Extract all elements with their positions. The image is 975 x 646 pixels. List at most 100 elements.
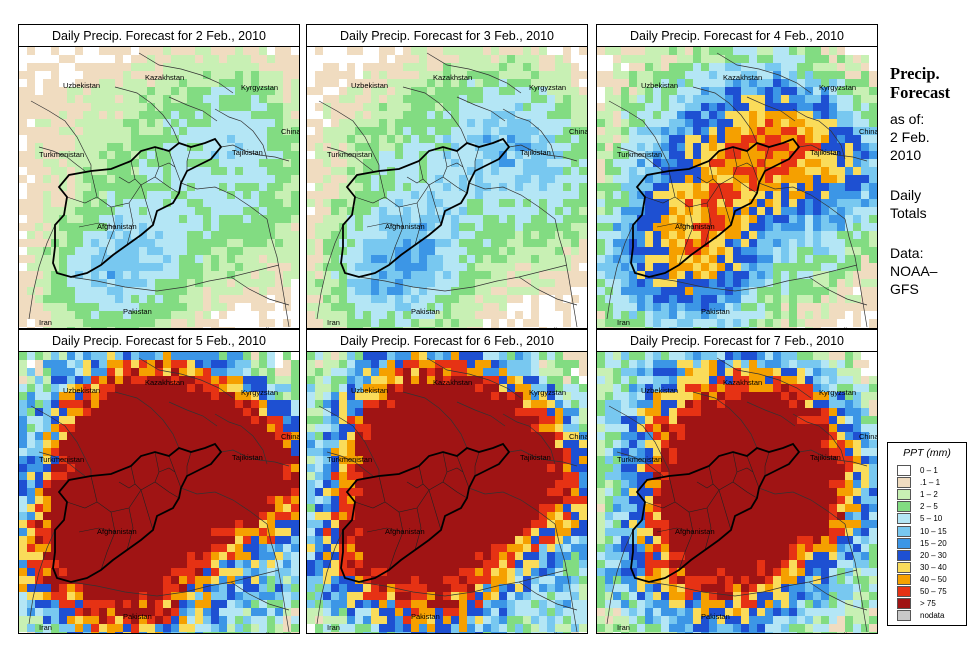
precip-cell (99, 440, 107, 448)
precip-cell (677, 239, 685, 247)
precip-cell (789, 55, 797, 63)
precip-cell (195, 544, 203, 552)
precip-cell (805, 263, 813, 271)
precip-cell (219, 616, 227, 624)
precip-cell (155, 263, 163, 271)
precip-cell (605, 143, 613, 151)
precip-cell (267, 303, 275, 311)
precip-cell (435, 271, 443, 279)
precip-cell (347, 287, 355, 295)
precip-cell (19, 504, 27, 512)
precip-cell (43, 167, 51, 175)
precip-cell (43, 135, 51, 143)
country-border (266, 218, 290, 328)
precip-cell (35, 287, 43, 295)
precip-cell (339, 167, 347, 175)
precip-cell (291, 271, 299, 279)
precip-cell (163, 175, 171, 183)
precip-cell (27, 271, 35, 279)
precip-cell (765, 263, 773, 271)
precip-cell (805, 271, 813, 279)
precip-cell (339, 159, 347, 167)
precip-cell (693, 287, 701, 295)
precip-cell (227, 183, 235, 191)
precip-cell (259, 55, 267, 63)
precip-cell (83, 247, 91, 255)
precip-cell (147, 504, 155, 512)
precip-cell (669, 159, 677, 167)
precip-cell (227, 440, 235, 448)
precip-cell (821, 255, 829, 263)
precip-cell (219, 440, 227, 448)
precip-cell (259, 231, 267, 239)
precip-cell (685, 119, 693, 127)
precip-cell (563, 71, 571, 79)
precip-cell (579, 183, 587, 191)
precip-cell (131, 167, 139, 175)
precip-cell (211, 87, 219, 95)
precip-cell (275, 536, 283, 544)
precip-cell (115, 319, 123, 327)
precip-cell (115, 568, 123, 576)
precip-cell (235, 159, 243, 167)
precip-cell (123, 352, 131, 360)
precip-cell (251, 408, 259, 416)
precip-cell (259, 111, 267, 119)
precip-cell (571, 199, 579, 207)
precip-cell (379, 319, 387, 327)
precip-cell (733, 111, 741, 119)
precip-cell (19, 472, 27, 480)
precip-cell (741, 175, 749, 183)
precip-cell (51, 311, 59, 319)
precip-cell (661, 239, 669, 247)
precip-cell (211, 55, 219, 63)
precip-cell (403, 255, 411, 263)
precip-cell (155, 71, 163, 79)
precip-cell (243, 608, 251, 616)
precip-cell (291, 376, 299, 384)
precip-cell (661, 231, 669, 239)
precip-cell (139, 287, 147, 295)
precip-cell (693, 279, 701, 287)
precip-cell (43, 87, 51, 95)
precip-cell (99, 215, 107, 223)
precip-cell (555, 143, 563, 151)
precip-cell (147, 584, 155, 592)
precip-cell (187, 247, 195, 255)
precip-cell (637, 311, 645, 319)
precip-cell (563, 63, 571, 71)
precip-cell (387, 271, 395, 279)
precip-cell (139, 255, 147, 263)
precip-cell (35, 416, 43, 424)
precip-cell (709, 303, 717, 311)
precip-cell (235, 432, 243, 440)
precip-cell (275, 472, 283, 480)
precip-cell (853, 175, 861, 183)
precip-cell (749, 263, 757, 271)
precip-cell (51, 472, 59, 480)
precip-cell (765, 135, 773, 143)
precip-cell (427, 111, 435, 119)
precip-cell (539, 175, 547, 183)
precip-cell (107, 536, 115, 544)
precip-cell (515, 279, 523, 287)
precip-cell (43, 63, 51, 71)
precip-cell (451, 263, 459, 271)
precip-cell (195, 239, 203, 247)
precip-cell (637, 95, 645, 103)
precip-cell (459, 223, 467, 231)
precip-cell (251, 135, 259, 143)
precip-cell (187, 400, 195, 408)
precip-cell (235, 95, 243, 103)
precip-cell (645, 87, 653, 95)
precip-cell (75, 408, 83, 416)
precip-cell (35, 488, 43, 496)
precip-cell (123, 119, 131, 127)
precip-cell (171, 480, 179, 488)
precip-cell (741, 255, 749, 263)
precip-cell (869, 71, 877, 79)
precip-cell (403, 271, 411, 279)
precip-cell (51, 175, 59, 183)
precip-cell (227, 488, 235, 496)
precip-cell (219, 632, 227, 633)
